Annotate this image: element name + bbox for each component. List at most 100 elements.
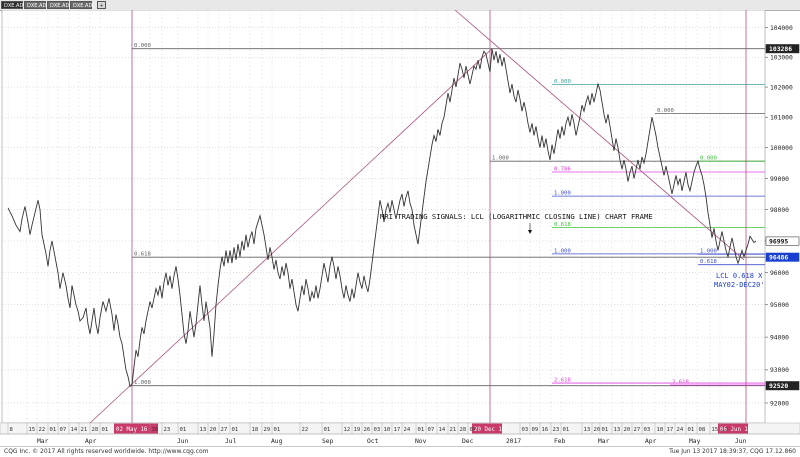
price-box-label: 92520 xyxy=(769,382,788,390)
x-month-label: Mar xyxy=(37,438,49,445)
x-tick-label: 24 xyxy=(404,427,411,433)
fibonacci-frames: 0.000 0.618 1.000 0.000 0.786 0.618 1.000 2.618… xyxy=(132,43,765,386)
price-chart[interactable]: 0.000 0.618 1.000 0.000 0.786 0.618 1.000 2.618… xyxy=(0,10,800,446)
x-tick-label: 08 xyxy=(699,427,706,433)
y-tick-label: 100000 xyxy=(770,145,793,152)
x-tick-label: 20 xyxy=(210,427,217,433)
x-tick-label: 28 xyxy=(460,427,467,433)
price-box-label: 103286 xyxy=(769,45,792,53)
fib-level-label: 0.000 xyxy=(657,108,674,114)
chart-title: MRI TRADING SIGNALS: LCL (LOGARITHMIC CL… xyxy=(380,212,653,221)
x-month-label: Mar xyxy=(598,438,610,445)
x-tick-label: 21 xyxy=(81,427,88,433)
x-tick-label: 01 xyxy=(274,427,281,433)
x-tick-label: 09 xyxy=(532,427,539,433)
x-tick-label: 24 xyxy=(677,427,684,433)
trend-lines xyxy=(89,10,745,424)
date-highlight xyxy=(114,423,158,434)
x-tick-label: 12 xyxy=(344,427,351,433)
y-tick-label: 103000 xyxy=(770,54,793,61)
x-tick-label: 29 xyxy=(264,427,271,433)
x-tick-label: 20 xyxy=(594,427,601,433)
x-tick-label: 13 xyxy=(614,427,621,433)
date-highlight-label: 20 Dec 16 xyxy=(474,427,506,433)
price-box xyxy=(765,381,800,391)
x-tick-label: 01 xyxy=(180,427,187,433)
x-month-label: May xyxy=(689,438,701,445)
tab-dxe-adc-3[interactable]: DXE.ADC xyxy=(47,1,73,9)
date-highlight xyxy=(718,423,748,434)
x-tick-label: 07 xyxy=(428,427,435,433)
x-tick-label: 15 xyxy=(29,427,36,433)
y-tick-label: 92000 xyxy=(770,400,789,407)
x-tick-label: 13 xyxy=(200,427,207,433)
x-tick-label: 17 xyxy=(667,427,674,433)
x-tick-label: 22 xyxy=(302,427,309,433)
fib-level-label: 1.000 xyxy=(700,249,717,255)
fib-level-label: 2.618 xyxy=(672,380,689,386)
y-tick-label: 104000 xyxy=(770,25,793,32)
x-tick-label: 03 xyxy=(374,427,381,433)
fib-level-label: 0.618 xyxy=(134,252,151,258)
x-tick-label: 14 xyxy=(439,427,446,433)
x-tick-label: 01 xyxy=(50,427,57,433)
x-month-label: 2017 xyxy=(506,438,521,445)
trend-line xyxy=(89,48,493,424)
price-box xyxy=(765,236,800,246)
fib-level-label: 0.000 xyxy=(700,156,717,162)
x-tick-label: 07 xyxy=(60,427,67,433)
add-tab-button[interactable]: + xyxy=(97,1,106,9)
x-month-label: Apr xyxy=(645,438,657,445)
tab-dxe-adc-2[interactable]: DXE.ADC xyxy=(24,1,50,9)
x-month-label: Sep xyxy=(322,438,334,445)
date-highlight-label: 06 Jun 17 xyxy=(720,427,752,433)
fib-level-label: 1.000 xyxy=(554,248,571,254)
x-tick-label: 01 xyxy=(418,427,425,433)
trend-line xyxy=(454,10,745,261)
x-month-label: Apr xyxy=(85,438,97,445)
x-tick-label: 10 xyxy=(657,427,664,433)
x-month-label: Jun xyxy=(177,438,189,445)
y-tick-label: 95000 xyxy=(770,302,789,309)
x-tick-label: 22 xyxy=(39,427,46,433)
y-tick-label: 96000 xyxy=(770,270,789,277)
price-axis: 9200093000940009500096000970009800099000… xyxy=(765,25,800,407)
x-tick-label: 14 xyxy=(71,427,78,433)
time-axis: 8 15 22 01 07 14 21 28 01 16 23 01 13 20 27 01 18 29 01 22 0… xyxy=(0,422,800,445)
x-tick-label: 03 xyxy=(644,427,651,433)
fib-level-label: 1.000 xyxy=(554,191,571,197)
x-tick-label: 23 xyxy=(553,427,560,433)
copyright-text: CQG Inc. © 2017 All rights reserved worl… xyxy=(4,448,209,455)
x-month-label: Dec xyxy=(462,438,474,445)
fib-level-label: 0.000 xyxy=(554,79,571,85)
tab-dxe-adc-4[interactable]: DXE.ADC xyxy=(70,1,96,9)
x-tick-label: 03 xyxy=(522,427,529,433)
x-tick-label: 22 xyxy=(722,427,729,433)
x-tick-label: 01 xyxy=(602,427,609,433)
vertical-markers xyxy=(131,10,747,423)
price-box-label: 96995 xyxy=(769,237,788,245)
x-tick-label: 8 xyxy=(10,427,14,433)
fib-level-label: 0.618 xyxy=(700,259,717,265)
fib-level-label: 1.000 xyxy=(492,156,509,162)
price-box xyxy=(765,252,800,262)
y-tick-label: 98000 xyxy=(770,207,789,214)
y-tick-label: 101000 xyxy=(770,115,793,122)
x-tick-label: 21 xyxy=(450,427,457,433)
y-tick-label: 102000 xyxy=(770,84,793,91)
lcl-annotation-line-2: MAY02-DEC20' xyxy=(714,281,765,289)
x-tick-label: 01 xyxy=(470,427,477,433)
x-tick-label: 20 xyxy=(624,427,631,433)
x-tick-label: 01 xyxy=(563,427,570,433)
x-tick-label: 18 xyxy=(252,427,259,433)
x-tick-label: 01 xyxy=(324,427,331,433)
x-tick-label: 13 xyxy=(584,427,591,433)
price-box-label: 96486 xyxy=(769,254,788,262)
y-tick-label: 99000 xyxy=(770,176,789,183)
x-tick-label: 26 xyxy=(364,427,371,433)
x-tick-label: 10 xyxy=(384,427,391,433)
x-month-label: Nov xyxy=(415,438,427,445)
x-tick-label: 01 xyxy=(102,427,109,433)
timestamp-text: Tue Jun 13 2017 18:39:37, CQG 17.12.860 xyxy=(669,448,796,455)
tab-dxe-adc-1[interactable]: DXE.ADC xyxy=(1,1,27,9)
